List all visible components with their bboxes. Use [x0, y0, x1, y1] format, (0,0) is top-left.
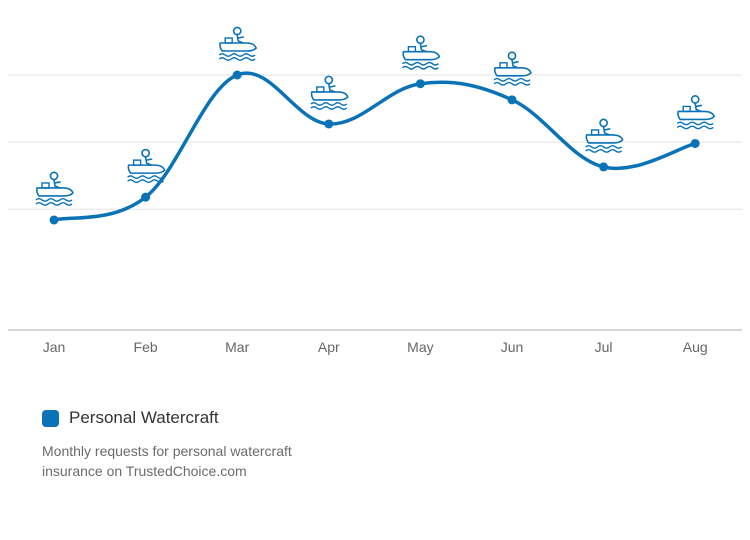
- data-point-jan[interactable]: [49, 215, 59, 225]
- data-point-apr[interactable]: [324, 119, 334, 129]
- chart-caption: Monthly requests for personal watercraft…: [42, 443, 292, 479]
- x-tick-label: Jan: [43, 339, 66, 355]
- data-point-aug[interactable]: [690, 138, 700, 148]
- x-tick-label: Apr: [318, 339, 340, 355]
- jet-ski-icon: [309, 75, 349, 111]
- legend-label: Personal Watercraft: [69, 408, 219, 427]
- x-tick-label: May: [407, 339, 433, 355]
- jet-ski-icon: [126, 148, 166, 184]
- x-tick-label: Mar: [225, 339, 249, 355]
- x-tick-label: Feb: [134, 339, 158, 355]
- jet-ski-icon: [401, 35, 441, 70]
- data-point-mar[interactable]: [232, 70, 242, 80]
- data-point-feb[interactable]: [141, 192, 151, 202]
- jet-ski-icon: [493, 51, 532, 86]
- legend: Personal Watercraft: [42, 408, 219, 428]
- jet-ski-icon: [584, 118, 624, 153]
- x-tick-label: Jul: [595, 339, 613, 355]
- x-tick-label: Jun: [501, 339, 524, 355]
- data-point-jul[interactable]: [599, 162, 609, 172]
- series-line-personal-watercraft: [52, 71, 697, 222]
- jet-ski-icon: [676, 95, 716, 130]
- jet-ski-icon: [35, 171, 74, 206]
- x-tick-label: Aug: [683, 339, 708, 355]
- data-point-may[interactable]: [415, 79, 425, 89]
- legend-swatch: [42, 409, 59, 427]
- data-point-jun[interactable]: [507, 95, 517, 105]
- line-chart: Jan Feb Mar Apr May Jun Jul Aug: [8, 26, 742, 355]
- jet-ski-icon: [218, 26, 258, 62]
